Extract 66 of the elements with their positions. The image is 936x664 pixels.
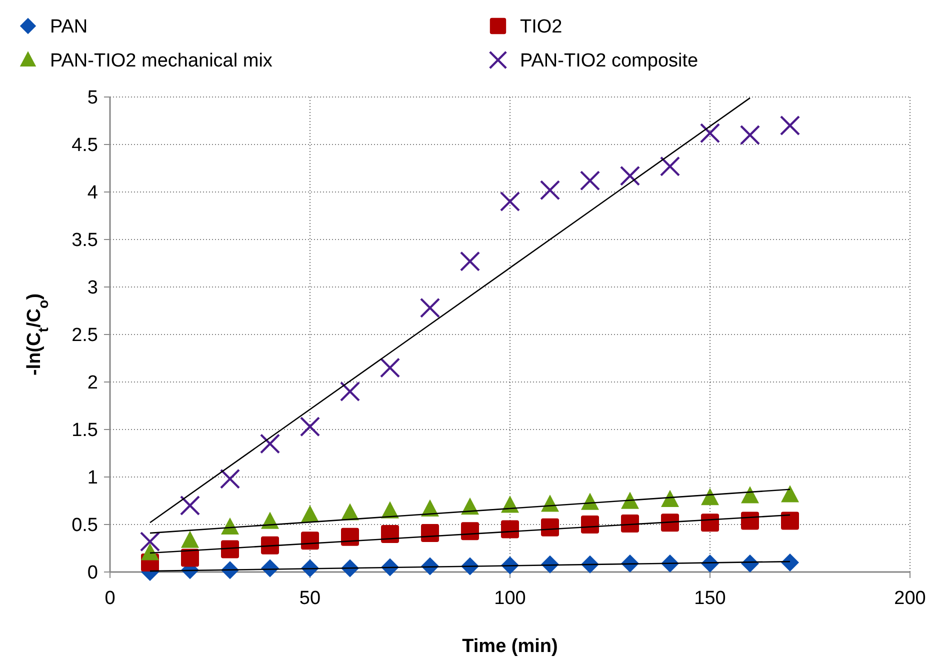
point xyxy=(300,416,320,437)
y-tick-label: 3.5 xyxy=(72,230,98,252)
point xyxy=(261,536,279,554)
point xyxy=(181,530,199,548)
x-tick-label: 0 xyxy=(104,588,116,609)
point xyxy=(221,517,239,535)
point xyxy=(581,516,599,534)
point xyxy=(220,468,240,489)
y-tick-label: 2.5 xyxy=(72,325,98,346)
point xyxy=(260,434,280,454)
point xyxy=(380,358,400,378)
point xyxy=(301,532,319,550)
y-tick-label: 2 xyxy=(87,372,98,394)
point xyxy=(221,540,239,558)
point xyxy=(740,124,760,146)
legend-label: PAN-TIO2 mechanical mix xyxy=(50,50,273,72)
x-tick-label: 50 xyxy=(299,588,321,609)
point xyxy=(421,524,439,542)
point xyxy=(581,492,599,510)
point xyxy=(301,505,319,522)
y-tick-label: 1 xyxy=(87,468,98,489)
point xyxy=(420,298,440,318)
y-tick-label: 0 xyxy=(87,562,98,584)
point xyxy=(580,170,600,191)
point xyxy=(500,191,520,212)
y-tick-label: 3 xyxy=(87,278,98,299)
point xyxy=(620,166,640,186)
point xyxy=(781,554,799,572)
point xyxy=(140,532,160,552)
point xyxy=(781,485,799,502)
point xyxy=(781,512,799,530)
point xyxy=(701,514,719,532)
point xyxy=(381,525,399,543)
point xyxy=(780,115,800,136)
y-tick-label: 5 xyxy=(87,88,98,109)
legend-label: PAN xyxy=(50,16,88,38)
x-tick-label: 100 xyxy=(494,588,526,609)
point xyxy=(141,543,159,560)
point xyxy=(541,518,559,536)
y-tick-label: 4 xyxy=(87,182,98,204)
point xyxy=(700,123,720,144)
point xyxy=(621,514,639,533)
y-tick-label: 1.5 xyxy=(72,420,98,442)
point xyxy=(461,522,479,540)
legend-label: TIO2 xyxy=(520,16,562,38)
point xyxy=(661,514,679,532)
point xyxy=(540,180,560,200)
point xyxy=(541,494,559,512)
y-tick-label: 0.5 xyxy=(72,515,98,536)
point xyxy=(501,520,519,538)
point xyxy=(621,492,639,509)
point xyxy=(701,488,719,506)
x-tick-label: 200 xyxy=(894,588,926,609)
point xyxy=(661,490,679,507)
x-axis-title: Time (min) xyxy=(462,636,558,657)
point xyxy=(181,548,199,567)
point xyxy=(341,528,359,546)
point xyxy=(660,156,680,176)
point xyxy=(340,381,360,402)
x-tick-label: 150 xyxy=(694,588,726,609)
point xyxy=(180,495,200,516)
point xyxy=(741,486,759,504)
point xyxy=(460,251,480,272)
y-tick-label: 4.5 xyxy=(72,135,98,156)
point xyxy=(741,512,759,530)
legend-label: PAN-TIO2 composite xyxy=(520,50,698,72)
